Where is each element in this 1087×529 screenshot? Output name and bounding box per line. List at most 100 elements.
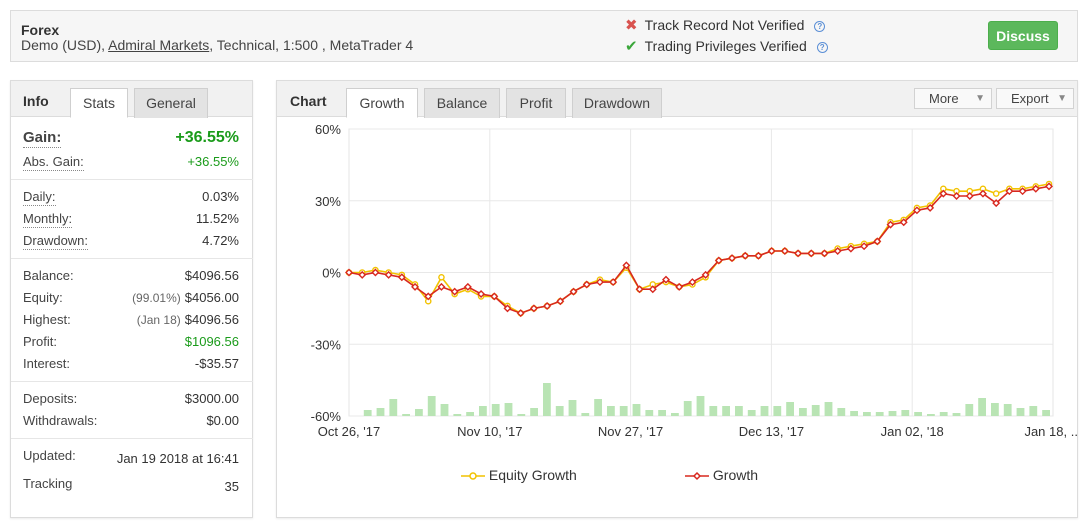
stat-updated: Updated: Jan 19 2018 at 16:41 [23,445,241,473]
activity-bar [939,412,948,416]
trading-privileges-label: Trading Privileges Verified [644,38,807,54]
y-tick-label: -60% [311,409,342,424]
stat-label: Daily: [23,189,56,206]
stat-value-group: (Jan 18) $4096.56 [137,309,239,331]
stat-value: Jan 19 2018 at 16:41 [116,451,239,466]
stat-value: $4056.00 [184,290,239,305]
more-label: More [929,91,959,106]
stat-label: Withdrawals: [23,413,98,428]
divider [11,258,253,259]
stat-deposits: Deposits: $3000.00 [23,388,241,410]
activity-bar [760,406,769,416]
activity-bar [658,410,666,416]
growth-point [516,309,525,318]
growth-point [437,282,446,291]
growth-point [873,237,882,246]
activity-bar [376,408,385,416]
growth-point [503,304,512,313]
growth-point [833,246,842,255]
x-tick-label: Oct 26, '17 [318,424,380,439]
growth-point [992,199,1001,208]
activity-bar [914,412,922,416]
activity-bar [415,409,423,416]
account-title: Forex [21,22,60,38]
activity-bar [543,383,551,416]
growth-point [609,278,618,287]
growth-point [345,268,353,277]
discuss-button[interactable]: Discuss [988,21,1058,50]
tab-profit[interactable]: Profit [506,88,566,118]
stats-list: Gain: +36.55% Abs. Gain: +36.55% Daily: … [11,125,253,501]
equity-point [992,190,1000,197]
broker-link[interactable]: Admiral Markets [108,37,210,53]
growth-point [463,282,472,291]
growth-point [371,268,380,277]
y-tick-label: 0% [322,266,341,281]
growth-point [952,191,961,200]
growth-point [661,275,670,284]
legend-equity-growth[interactable]: Equity Growth [461,467,577,483]
activity-bar [786,402,794,416]
stat-value: 4.72% [202,233,239,248]
track-record-label: Track Record Not Verified [644,17,805,33]
x-tick-label: Dec 13, '17 [739,424,804,439]
tab-balance[interactable]: Balance [424,88,500,118]
activity-bar [901,410,910,416]
growth-point [754,251,763,260]
x-tick-label: Jan 18, ... [1024,424,1077,439]
stat-value: 35 [224,479,239,494]
stat-value: $0.00 [206,413,239,428]
activity-bar [645,410,654,416]
y-tick-label: 60% [315,122,341,137]
stat-drawdown: Drawdown: 4.72% [23,230,241,252]
chart-tabbar: Chart Growth Balance Profit Drawdown Mor… [277,81,1077,118]
activity-bar [581,413,590,416]
help-icon[interactable]: ? [814,20,826,32]
stat-abs-gain: Abs. Gain: +36.55% [23,151,241,173]
equity-legend-swatch [461,472,485,481]
growth-point [820,249,829,258]
chart-grid [348,128,1054,417]
activity-bar [389,399,398,416]
legend-label: Growth [712,467,759,483]
growth-point [543,301,552,310]
stat-label: Updated: [23,448,76,463]
activity-bar [632,404,641,416]
growth-point [978,189,987,198]
tab-general[interactable]: General [134,88,208,118]
stat-value-group: (99.01%) $4056.00 [132,287,239,309]
divider [11,381,253,382]
growth-point [780,246,789,255]
export-dropdown[interactable]: Export ▼ [996,88,1074,109]
stat-prefix: (Jan 18) [136,313,181,327]
activity-bar [1016,408,1025,416]
stat-tracking: Tracking 35 [23,473,241,501]
activity-bar [683,401,692,416]
activity-bar [1042,410,1050,416]
growth-point [926,203,935,212]
growth-point [529,304,538,313]
stat-label: Tracking [23,476,73,491]
help-icon[interactable]: ? [816,41,828,53]
stat-label: Monthly: [23,211,73,228]
tab-stats[interactable]: Stats [70,88,128,118]
stat-label: Gain: [23,129,62,148]
legend-growth[interactable]: Growth [685,467,758,483]
growth-point [595,278,604,287]
growth-chart[interactable]: 60% 30% 0% -30% -60%Oct 26, '17 Nov 10, '17 No… [277,117,1077,457]
track-record-status: ✖ Track Record Not Verified ? [625,16,826,34]
account-header: Forex Demo (USD), Admiral Markets, Techn… [10,10,1078,62]
account-subtitle: Demo (USD), Admiral Markets, Technical, … [21,37,413,53]
chart-caption: Chart [290,93,327,109]
growth-point [965,191,974,200]
chart-panel: Chart Growth Balance Profit Drawdown Mor… [276,80,1078,518]
tab-growth[interactable]: Growth [346,88,418,118]
growth-point [899,218,908,227]
tab-drawdown[interactable]: Drawdown [572,88,662,118]
more-dropdown[interactable]: More ▼ [914,88,992,109]
stat-label: Profit: [23,334,57,349]
activity-bar [991,403,999,416]
activity-bar [863,412,871,416]
growth-point [701,270,710,279]
stat-highest: Highest: (Jan 18) $4096.56 [23,309,241,331]
